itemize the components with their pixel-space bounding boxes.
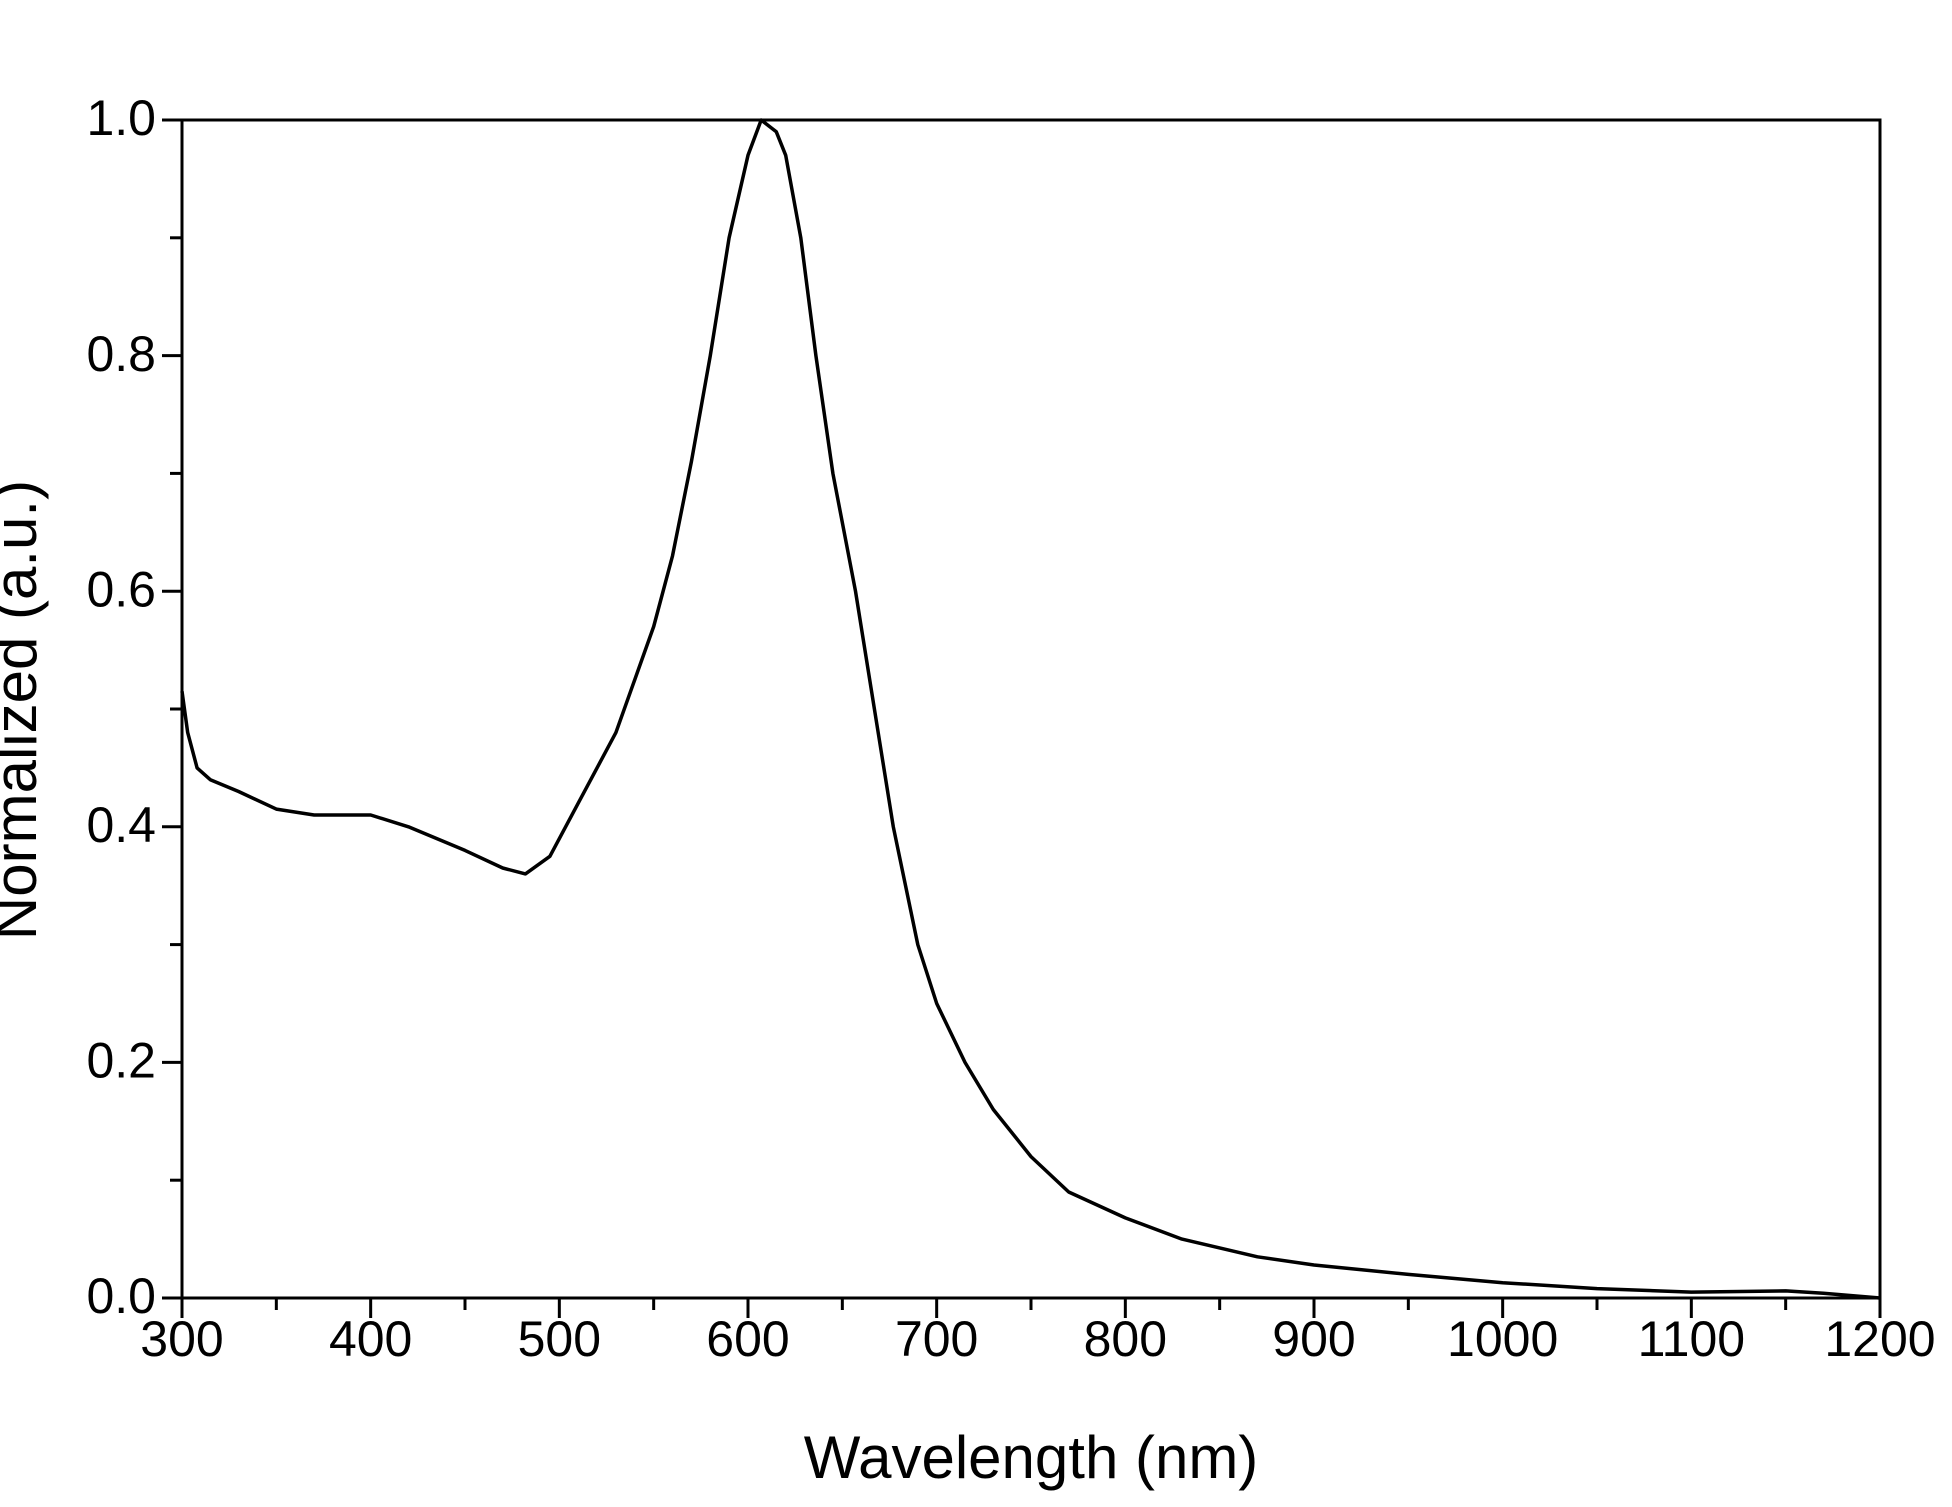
x-tick-label: 300 xyxy=(140,1311,223,1367)
x-tick-label: 700 xyxy=(895,1311,978,1367)
x-tick-label: 800 xyxy=(1084,1311,1167,1367)
data-line xyxy=(180,118,1881,1300)
x-tick-label: 1000 xyxy=(1447,1311,1558,1367)
x-tick-label: 900 xyxy=(1272,1311,1355,1367)
x-tick-label: 1200 xyxy=(1824,1311,1935,1367)
y-tick-label: 0.8 xyxy=(86,326,156,382)
y-tick-label: 0.6 xyxy=(86,561,156,617)
y-tick-label: 0.4 xyxy=(86,797,156,853)
x-tick-label: 1100 xyxy=(1638,1311,1746,1367)
x-tick-label: 600 xyxy=(706,1311,789,1367)
y-tick-label: 1.0 xyxy=(86,90,156,146)
y-tick-label: 0.2 xyxy=(86,1033,156,1089)
x-tick-label: 400 xyxy=(329,1311,412,1367)
y-axis-label: Normalized (a.u.) xyxy=(0,480,49,940)
plot-frame xyxy=(180,118,1882,1300)
x-axis-label: Wavelength (nm) xyxy=(804,1424,1259,1491)
x-tick-label: 500 xyxy=(518,1311,601,1367)
y-tick-label: 0.0 xyxy=(86,1268,156,1324)
